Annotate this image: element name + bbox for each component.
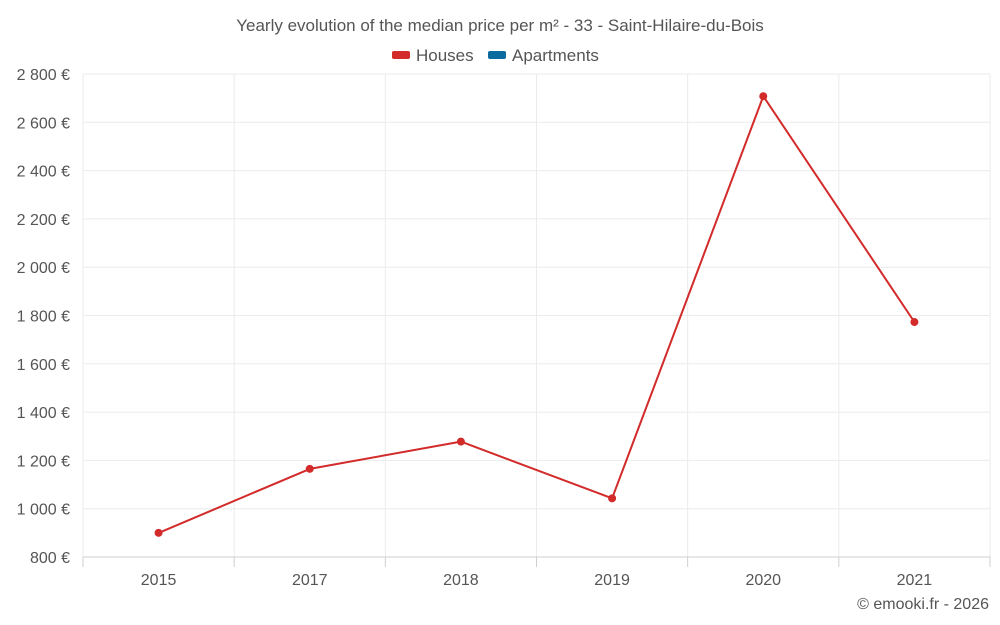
legend-label-apartments: Apartments — [512, 46, 599, 65]
x-tick-label: 2021 — [897, 572, 933, 589]
x-tick-label: 2019 — [594, 572, 630, 589]
x-tick-label: 2018 — [443, 572, 479, 589]
y-tick-label: 2 200 € — [17, 212, 70, 229]
legend-swatch-apartments — [488, 51, 506, 59]
y-tick-label: 2 600 € — [17, 115, 70, 132]
chart-title: Yearly evolution of the median price per… — [236, 16, 764, 35]
credit: © emooki.fr - 2026 — [857, 596, 989, 613]
y-tick-label: 1 600 € — [17, 357, 70, 374]
y-tick-label: 800 € — [30, 550, 70, 567]
x-tick-label: 2020 — [745, 572, 781, 589]
series-houses — [154, 92, 919, 537]
y-tick-label: 2 000 € — [17, 260, 70, 277]
y-tick-label: 1 400 € — [17, 405, 70, 422]
data-point-houses[interactable] — [154, 528, 163, 537]
series-line-houses — [158, 95, 916, 534]
y-tick-label: 2 800 € — [17, 67, 70, 84]
x-tick-label: 2015 — [141, 572, 177, 589]
data-point-houses[interactable] — [910, 318, 919, 327]
y-tick-label: 1 200 € — [17, 453, 70, 470]
legend-item-houses[interactable]: Houses — [392, 46, 474, 65]
legend-swatch-houses — [392, 51, 410, 59]
data-point-houses[interactable] — [305, 464, 314, 473]
y-tick-label: 2 400 € — [17, 164, 70, 181]
data-point-houses[interactable] — [456, 437, 465, 446]
data-point-houses[interactable] — [759, 92, 768, 101]
y-tick-label: 1 000 € — [17, 502, 70, 519]
data-point-houses[interactable] — [608, 494, 617, 503]
x-axis-ticks: 2015 2017 2018 2019 2020 2021 — [82, 557, 991, 589]
legend-item-apartments[interactable]: Apartments — [488, 46, 599, 65]
y-axis-ticks: 800 € 1 000 € 1 200 € 1 400 € 1 600 € 1 800 €… — [17, 67, 70, 567]
legend: Houses Apartments — [392, 46, 599, 65]
legend-label-houses: Houses — [416, 46, 474, 65]
x-tick-label: 2017 — [292, 572, 328, 589]
gridlines — [82, 73, 991, 557]
y-tick-label: 1 800 € — [17, 309, 70, 326]
